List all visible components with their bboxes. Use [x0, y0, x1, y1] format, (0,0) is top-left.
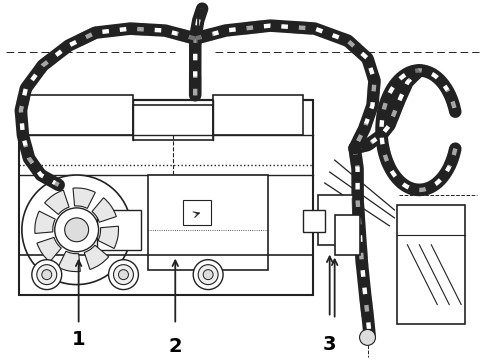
Bar — [133, 105, 213, 140]
Circle shape — [203, 270, 213, 280]
Bar — [335, 215, 360, 255]
Wedge shape — [92, 198, 116, 222]
Circle shape — [114, 265, 133, 285]
Wedge shape — [98, 226, 119, 248]
Circle shape — [108, 260, 138, 289]
Bar — [397, 205, 465, 324]
Wedge shape — [37, 237, 61, 262]
Circle shape — [198, 265, 218, 285]
Bar — [213, 95, 303, 135]
Bar — [24, 95, 133, 135]
Circle shape — [32, 260, 62, 289]
Bar — [303, 210, 325, 232]
Bar — [148, 175, 268, 270]
Wedge shape — [58, 251, 80, 272]
Wedge shape — [35, 211, 55, 233]
Bar — [318, 195, 353, 245]
Text: 3: 3 — [323, 335, 337, 354]
Text: 2: 2 — [169, 337, 182, 356]
Circle shape — [37, 265, 57, 285]
Wedge shape — [84, 245, 109, 270]
Bar — [97, 210, 142, 250]
Circle shape — [65, 218, 89, 242]
Circle shape — [55, 208, 98, 252]
Bar — [19, 100, 313, 294]
Bar — [183, 200, 211, 225]
Circle shape — [193, 260, 223, 289]
Text: 1: 1 — [72, 330, 85, 349]
Circle shape — [22, 175, 131, 285]
Wedge shape — [73, 188, 96, 208]
Wedge shape — [45, 190, 69, 215]
Circle shape — [360, 329, 375, 345]
Circle shape — [119, 270, 128, 280]
Circle shape — [42, 270, 52, 280]
